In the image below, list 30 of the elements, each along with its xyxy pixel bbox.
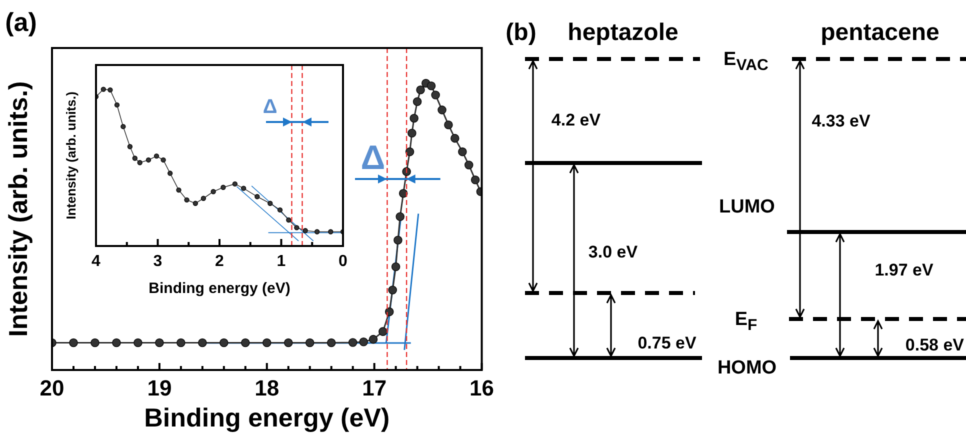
y-axis-title: Intensity (arb. units.) (2, 81, 33, 337)
x-tick-label: 3 (153, 253, 162, 270)
text: 4.2 eV (551, 110, 601, 130)
text: E$_{F}$ (734, 309, 758, 334)
x-tick-label: 4 (92, 253, 101, 270)
text: HOMO (717, 358, 777, 378)
y-axis-title: Intensity (arb. units.) (63, 92, 78, 220)
x-tick-label: 19 (147, 375, 172, 400)
x-axis-title: Binding energy (eV) (148, 280, 290, 298)
text: 1.97 eV (874, 260, 934, 280)
text: 0.75 eV (638, 334, 696, 352)
text: LUMO (719, 196, 775, 218)
text: heptazole (568, 19, 678, 46)
text: 3.0 eV (588, 242, 638, 262)
x-tick-label: 0 (338, 253, 348, 270)
x-tick-label: 18 (254, 375, 280, 400)
x-tick-label: 20 (40, 375, 64, 400)
text: (b) (506, 19, 536, 46)
text: 4.33 eV (812, 112, 870, 130)
text: (a) (5, 7, 37, 37)
text: pentacene (820, 19, 940, 46)
x-tick-label: 16 (470, 375, 494, 400)
x-tick-label: 2 (215, 253, 224, 270)
x-tick-label: 17 (362, 375, 387, 400)
annotation: Δ (360, 139, 386, 177)
x-tick-label: 1 (276, 253, 286, 270)
annotation: Δ (262, 96, 278, 118)
text: E$_{VAC}$ (724, 49, 768, 74)
text: 0.58 eV (905, 336, 964, 354)
x-axis-title: Binding energy (eV) (144, 402, 390, 433)
